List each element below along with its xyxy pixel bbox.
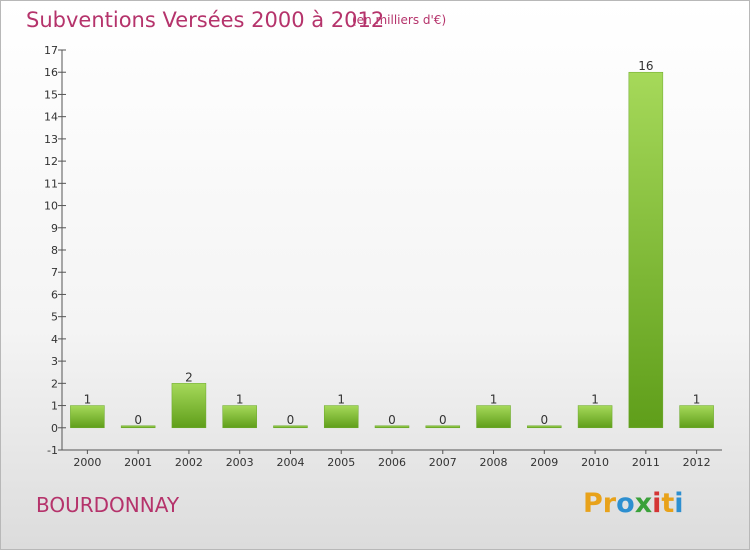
x-tick-label: 2010 <box>581 456 609 469</box>
x-tick-label: 2011 <box>632 456 660 469</box>
y-tick-label: 6 <box>51 288 58 301</box>
bar <box>374 425 410 429</box>
bar <box>323 405 359 429</box>
logo-letter: o <box>616 488 635 519</box>
bar <box>476 405 511 429</box>
x-tick-label: 2009 <box>530 456 558 469</box>
y-tick-label: 16 <box>44 66 58 79</box>
bar <box>222 405 257 429</box>
logo-letter: P <box>583 488 603 519</box>
y-tick-label: 17 <box>44 44 58 57</box>
data-label: 0 <box>134 413 142 427</box>
data-label: 0 <box>287 413 295 427</box>
y-tick-label: 2 <box>51 377 58 390</box>
data-label: 1 <box>693 393 701 407</box>
y-tick-label: 15 <box>44 88 58 101</box>
y-tick-label: 13 <box>44 133 58 146</box>
bar <box>425 425 461 429</box>
labels: -101234567891011121314151617200012001020… <box>44 44 711 469</box>
x-tick-label: 2007 <box>429 456 457 469</box>
y-tick-label: 8 <box>51 244 58 257</box>
x-tick-label: 2012 <box>683 456 711 469</box>
proxiti-logo: Proxiti <box>583 488 684 519</box>
y-tick-label: 7 <box>51 266 58 279</box>
bar <box>527 425 562 429</box>
x-tick-label: 2004 <box>276 456 304 469</box>
y-tick-label: 9 <box>51 222 58 235</box>
chart-subtitle: (en milliers d'€) <box>352 13 447 27</box>
data-label: 1 <box>591 393 599 407</box>
data-label: 1 <box>236 393 244 407</box>
bar <box>628 71 664 429</box>
logo-letter: i <box>652 488 662 519</box>
y-tick-label: 11 <box>44 177 58 190</box>
logo-letter: i <box>674 488 684 519</box>
x-tick-label: 2005 <box>327 456 355 469</box>
axes <box>58 49 722 454</box>
logo-letter: t <box>661 488 675 519</box>
bar <box>679 405 714 429</box>
x-tick-label: 2003 <box>226 456 254 469</box>
data-label: 1 <box>337 393 345 407</box>
y-tick-label: 14 <box>44 111 58 124</box>
x-tick-label: 2001 <box>124 456 152 469</box>
logo-letter: r <box>602 488 617 519</box>
y-tick-label: 4 <box>51 333 58 346</box>
bar <box>273 425 308 429</box>
logo-letter: x <box>634 488 653 519</box>
x-tick-label: 2002 <box>175 456 203 469</box>
bar <box>171 383 207 429</box>
y-tick-label: -1 <box>47 444 58 457</box>
data-label: 1 <box>84 393 92 407</box>
data-label: 2 <box>185 370 193 384</box>
bar <box>120 425 156 429</box>
y-tick-label: 12 <box>44 155 58 168</box>
bar <box>577 405 613 429</box>
bars <box>70 71 714 429</box>
data-label: 1 <box>490 393 498 407</box>
data-label: 16 <box>638 59 653 73</box>
y-tick-label: 1 <box>51 400 58 413</box>
y-tick-label: 5 <box>51 311 58 324</box>
y-tick-label: 3 <box>51 355 58 368</box>
y-tick-label: 0 <box>51 422 58 435</box>
x-tick-label: 2008 <box>480 456 508 469</box>
y-tick-label: 10 <box>44 200 58 213</box>
x-tick-label: 2000 <box>73 456 101 469</box>
data-label: 0 <box>439 413 447 427</box>
data-label: 0 <box>540 413 548 427</box>
commune-name: BOURDONNAY <box>36 493 180 517</box>
bar <box>70 405 105 429</box>
data-label: 0 <box>388 413 396 427</box>
chart-title: Subventions Versées 2000 à 2012 <box>26 8 385 32</box>
x-tick-label: 2006 <box>378 456 406 469</box>
